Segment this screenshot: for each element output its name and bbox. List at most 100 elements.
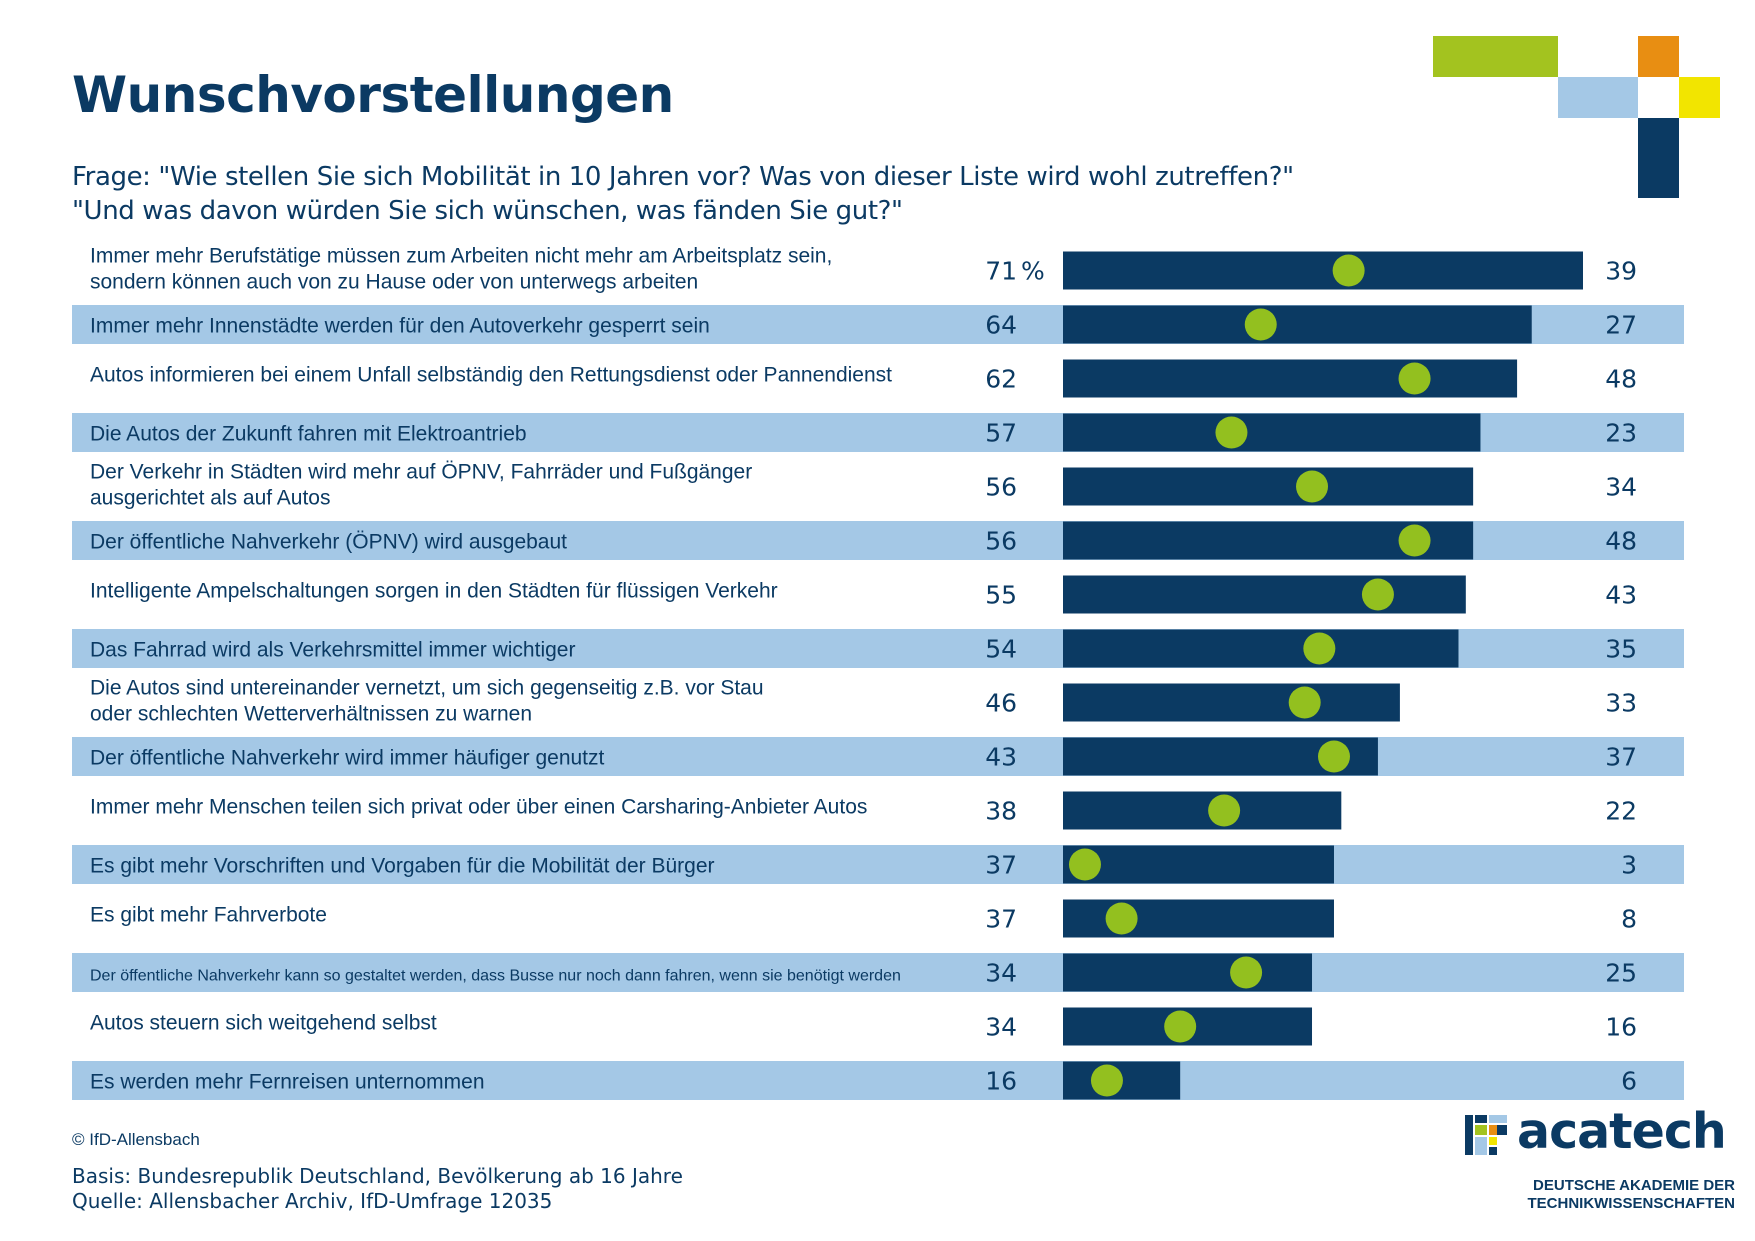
value-label-desired: 39 <box>1605 257 1637 286</box>
value-label-desired: 37 <box>1605 743 1637 772</box>
row-label: Immer mehr Innenstädte werden für den Au… <box>90 315 710 338</box>
row-label: Es gibt mehr Vorschriften und Vorgaben f… <box>90 855 715 878</box>
dot-marker <box>1215 416 1248 449</box>
value-label-expected: 56 <box>985 527 1017 556</box>
value-label-expected: 46 <box>985 689 1017 718</box>
value-label-desired: 6 <box>1621 1067 1637 1096</box>
value-label-expected: 56 <box>985 473 1017 502</box>
value-label-desired: 34 <box>1605 473 1637 502</box>
bar <box>1063 683 1400 722</box>
row-label: Das Fahrrad wird als Verkehrsmittel imme… <box>90 639 575 662</box>
bar <box>1063 845 1334 884</box>
bar <box>1063 251 1583 290</box>
dot-marker <box>1303 632 1336 665</box>
row-label: Autos informieren bei einem Unfall selbs… <box>90 364 892 387</box>
row-label: Immer mehr Berufstätige müssen zum Arbei… <box>90 245 832 268</box>
value-label-expected: 37 <box>985 851 1017 880</box>
row-label: sondern können auch von zu Hause oder vo… <box>90 271 698 294</box>
dot-marker <box>1208 794 1241 827</box>
dot-marker <box>1296 470 1329 503</box>
bar <box>1063 359 1518 398</box>
value-label-desired: 23 <box>1605 419 1637 448</box>
value-label-desired: 16 <box>1605 1013 1637 1042</box>
value-label-expected: 71 <box>985 257 1017 286</box>
value-label-expected: 37 <box>985 905 1017 934</box>
dot-marker <box>1164 1010 1197 1043</box>
bar <box>1063 791 1342 830</box>
value-label-expected: 34 <box>985 959 1017 988</box>
value-label-desired: 35 <box>1605 635 1637 664</box>
decorative-square-lightblue <box>1558 77 1638 118</box>
value-label-expected: 64 <box>985 311 1017 340</box>
value-label-expected: 62 <box>985 365 1017 394</box>
acatech-subtitle-line-1: DEUTSCHE AKADEMIE DER <box>1533 1177 1735 1194</box>
question-line-2: "Und was davon würden Sie sich wünschen,… <box>72 196 903 226</box>
bar <box>1063 467 1474 506</box>
acatech-logo-mark-icon <box>1465 1115 1507 1155</box>
decorative-square-navy <box>1638 118 1679 198</box>
value-label-desired: 3 <box>1621 851 1637 880</box>
row-stripe <box>72 1061 1684 1100</box>
value-label-desired: 22 <box>1605 797 1637 826</box>
row-label: Intelligente Ampelschaltungen sorgen in … <box>90 580 778 603</box>
value-label-desired: 33 <box>1605 689 1637 718</box>
acatech-wordmark: acatech <box>1517 1103 1727 1160</box>
decorative-square-green <box>1433 36 1558 77</box>
dot-marker <box>1230 956 1263 989</box>
row-stripe <box>72 953 1684 992</box>
bar <box>1063 953 1313 992</box>
dot-marker <box>1105 902 1138 935</box>
page-title: Wunschvorstellungen <box>72 66 674 124</box>
value-label-expected: 43 <box>985 743 1017 772</box>
question-line-1: Frage: "Wie stellen Sie sich Mobilität i… <box>72 162 1294 192</box>
value-label-desired: 48 <box>1605 365 1637 394</box>
value-label-expected: 57 <box>985 419 1017 448</box>
row-stripe <box>72 737 1684 776</box>
row-label: ausgerichtet als auf Autos <box>90 487 331 510</box>
bar <box>1063 899 1334 938</box>
row-label: oder schlechten Wetterverhältnissen zu w… <box>90 703 532 726</box>
dot-marker <box>1288 686 1321 719</box>
bar <box>1063 413 1481 452</box>
value-label-desired: 48 <box>1605 527 1637 556</box>
bar <box>1063 575 1466 614</box>
value-label-expected: 55 <box>985 581 1017 610</box>
decorative-square-yellow <box>1679 77 1720 118</box>
row-label: Der öffentliche Nahverkehr (ÖPNV) wird a… <box>90 531 567 554</box>
row-label: Der Verkehr in Städten wird mehr auf ÖPN… <box>90 461 752 484</box>
row-label: Der öffentliche Nahverkehr kann so gesta… <box>90 968 901 985</box>
dot-marker <box>1090 1064 1123 1097</box>
dot-marker <box>1398 524 1431 557</box>
footer-notes: Basis: Bundesrepublik Deutschland, Bevöl… <box>72 1164 683 1214</box>
copyright-text: © IfD-Allensbach <box>72 1130 200 1149</box>
source-text: Quelle: Allensbacher Archiv, IfD-Umfrage… <box>72 1189 553 1213</box>
value-label-desired: 8 <box>1621 905 1637 934</box>
decorative-square-orange <box>1638 36 1679 77</box>
dot-marker <box>1398 362 1431 395</box>
row-label: Der öffentliche Nahverkehr wird immer hä… <box>90 747 605 770</box>
value-label-expected: 34 <box>985 1013 1017 1042</box>
value-label-desired: 43 <box>1605 581 1637 610</box>
row-label: Die Autos sind untereinander vernetzt, u… <box>90 677 764 700</box>
dot-marker <box>1317 740 1350 773</box>
dot-marker <box>1244 308 1277 341</box>
row-stripe <box>72 845 1684 884</box>
row-label: Die Autos der Zukunft fahren mit Elektro… <box>90 423 527 446</box>
acatech-subtitle-line-2: TECHNIKWISSENSCHAFTEN <box>1527 1195 1735 1212</box>
value-label-expected: 54 <box>985 635 1017 664</box>
value-unit-label: % <box>1021 257 1045 286</box>
row-label: Es gibt mehr Fahrverbote <box>90 904 327 927</box>
value-label-desired: 27 <box>1605 311 1637 340</box>
value-label-expected: 38 <box>985 797 1017 826</box>
value-label-expected: 16 <box>985 1067 1017 1096</box>
dot-marker <box>1332 254 1365 287</box>
dot-marker <box>1068 848 1101 881</box>
row-label: Es werden mehr Fernreisen unternommen <box>90 1071 485 1094</box>
acatech-subtitle: DEUTSCHE AKADEMIE DER TECHNIKWISSENSCHAF… <box>1500 1177 1735 1213</box>
row-label: Immer mehr Menschen teilen sich privat o… <box>90 796 867 819</box>
dot-marker <box>1361 578 1394 611</box>
question-text: Frage: "Wie stellen Sie sich Mobilität i… <box>72 160 1294 228</box>
bar <box>1063 305 1532 344</box>
basis-text: Basis: Bundesrepublik Deutschland, Bevöl… <box>72 1164 683 1188</box>
